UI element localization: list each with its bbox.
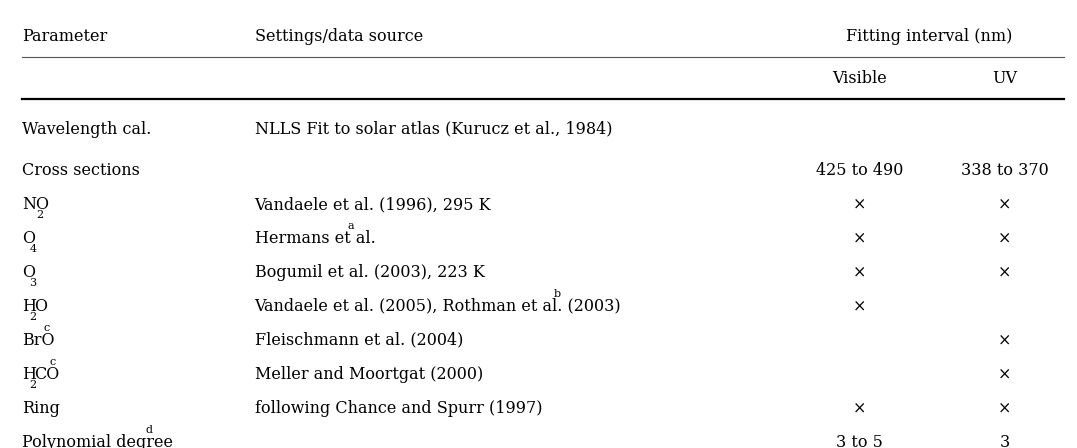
- Text: O: O: [22, 230, 36, 247]
- Text: H: H: [22, 298, 36, 315]
- Text: ×: ×: [853, 196, 867, 213]
- Text: Vandaele et al. (2005), Rothman et al. (2003): Vandaele et al. (2005), Rothman et al. (…: [254, 298, 621, 315]
- Text: 3: 3: [999, 434, 1010, 448]
- Text: ×: ×: [998, 332, 1011, 349]
- Text: O: O: [34, 298, 47, 315]
- Text: ×: ×: [853, 230, 867, 247]
- Text: Bogumil et al. (2003), 223 K: Bogumil et al. (2003), 223 K: [254, 264, 485, 281]
- Text: 425 to 490: 425 to 490: [816, 162, 904, 179]
- Text: Polynomial degree: Polynomial degree: [22, 434, 173, 448]
- Text: 3: 3: [29, 278, 37, 288]
- Text: ×: ×: [853, 264, 867, 281]
- Text: Visible: Visible: [833, 70, 887, 86]
- Text: Wavelength cal.: Wavelength cal.: [22, 121, 152, 138]
- Text: b: b: [554, 289, 561, 299]
- Text: c: c: [50, 357, 55, 367]
- Text: Vandaele et al. (1996), 295 K: Vandaele et al. (1996), 295 K: [254, 196, 491, 213]
- Text: following Chance and Spurr (1997): following Chance and Spurr (1997): [254, 400, 542, 417]
- Text: UV: UV: [992, 70, 1017, 86]
- Text: Settings/data source: Settings/data source: [254, 28, 423, 45]
- Text: ×: ×: [853, 298, 867, 315]
- Text: 2: 2: [29, 312, 37, 322]
- Text: Meller and Moortgat (2000): Meller and Moortgat (2000): [254, 366, 482, 383]
- Text: 2: 2: [29, 380, 37, 390]
- Text: NLLS Fit to solar atlas (Kurucz et al., 1984): NLLS Fit to solar atlas (Kurucz et al., …: [254, 121, 612, 138]
- Text: ×: ×: [998, 196, 1011, 213]
- Text: Ring: Ring: [22, 400, 60, 417]
- Text: Hermans et al.: Hermans et al.: [254, 230, 375, 247]
- Text: 338 to 370: 338 to 370: [961, 162, 1048, 179]
- Text: Cross sections: Cross sections: [22, 162, 140, 179]
- Text: CO: CO: [34, 366, 59, 383]
- Text: 3 to 5: 3 to 5: [837, 434, 883, 448]
- Text: O: O: [22, 264, 36, 281]
- Text: 4: 4: [29, 244, 37, 254]
- Text: Fitting interval (nm): Fitting interval (nm): [847, 28, 1012, 45]
- Text: a: a: [348, 221, 354, 231]
- Text: ×: ×: [998, 366, 1011, 383]
- Text: ×: ×: [998, 230, 1011, 247]
- Text: Fleischmann et al. (2004): Fleischmann et al. (2004): [254, 332, 463, 349]
- Text: H: H: [22, 366, 36, 383]
- Text: Parameter: Parameter: [22, 28, 108, 45]
- Text: 2: 2: [37, 210, 44, 220]
- Text: NO: NO: [22, 196, 50, 213]
- Text: ×: ×: [998, 400, 1011, 417]
- Text: ×: ×: [998, 264, 1011, 281]
- Text: c: c: [44, 323, 51, 333]
- Text: ×: ×: [853, 400, 867, 417]
- Text: d: d: [145, 425, 153, 435]
- Text: BrO: BrO: [22, 332, 55, 349]
